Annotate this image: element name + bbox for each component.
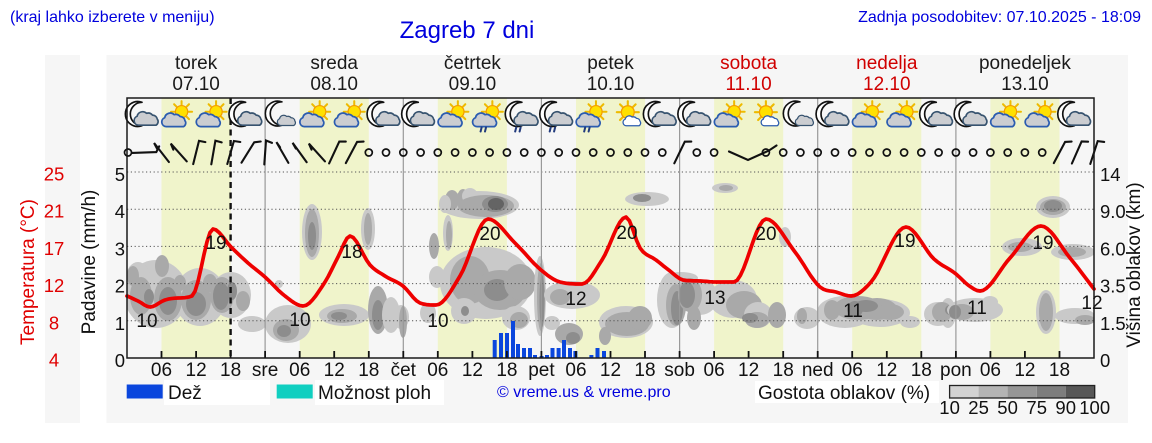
svg-text:četrtek: četrtek <box>444 53 502 74</box>
svg-text:1.5: 1.5 <box>1100 313 1126 334</box>
svg-text:18: 18 <box>496 360 517 381</box>
svg-text:pon: pon <box>940 360 972 381</box>
svg-text:0: 0 <box>1100 350 1110 371</box>
svg-text:17: 17 <box>44 238 65 259</box>
svg-text:3.5: 3.5 <box>1100 276 1126 297</box>
svg-text:torek: torek <box>175 53 218 74</box>
svg-text:06: 06 <box>842 360 863 381</box>
svg-text:11: 11 <box>967 298 987 319</box>
svg-text:20: 20 <box>479 224 500 245</box>
svg-text:ned: ned <box>802 360 834 381</box>
svg-text:19: 19 <box>205 233 226 254</box>
svg-text:90: 90 <box>1055 397 1076 418</box>
svg-text:sob: sob <box>664 360 695 381</box>
svg-text:06: 06 <box>704 360 725 381</box>
svg-text:1: 1 <box>115 313 125 334</box>
svg-text:06: 06 <box>980 360 1001 381</box>
svg-text:10.10: 10.10 <box>587 74 635 95</box>
svg-text:čet: čet <box>391 360 417 381</box>
svg-text:06: 06 <box>289 360 310 381</box>
svg-text:pet: pet <box>528 360 555 381</box>
svg-text:sreda: sreda <box>310 53 358 74</box>
svg-text:12: 12 <box>1014 360 1035 381</box>
svg-text:3: 3 <box>115 238 125 259</box>
svg-text:50: 50 <box>997 397 1018 418</box>
svg-text:10: 10 <box>136 311 157 332</box>
svg-text:100: 100 <box>1079 397 1110 418</box>
svg-text:06: 06 <box>565 360 586 381</box>
svg-text:08.10: 08.10 <box>310 74 358 95</box>
svg-text:18: 18 <box>911 360 932 381</box>
svg-text:21: 21 <box>44 201 65 222</box>
svg-text:sre: sre <box>252 360 278 381</box>
svg-text:Višina oblakov (km): Višina oblakov (km) <box>1124 182 1145 347</box>
svg-text:11: 11 <box>843 301 863 322</box>
svg-text:10: 10 <box>289 310 310 331</box>
svg-text:Padavine (mm/h): Padavine (mm/h) <box>79 190 100 335</box>
svg-text:18: 18 <box>1049 360 1070 381</box>
svg-text:20: 20 <box>616 223 637 244</box>
svg-text:13: 13 <box>704 288 725 309</box>
svg-text:Temperatura (°C): Temperatura (°C) <box>18 199 39 345</box>
svg-text:© vreme.us & vreme.pro: © vreme.us & vreme.pro <box>497 384 671 401</box>
svg-text:11.10: 11.10 <box>726 74 772 95</box>
svg-text:18: 18 <box>634 360 655 381</box>
svg-text:75: 75 <box>1026 397 1047 418</box>
svg-text:13.10: 13.10 <box>1001 74 1049 95</box>
svg-text:ponedeljek: ponedeljek <box>979 53 1071 74</box>
svg-text:4: 4 <box>115 201 125 222</box>
svg-text:4: 4 <box>49 350 59 371</box>
svg-text:18: 18 <box>358 360 379 381</box>
svg-text:10: 10 <box>427 311 448 332</box>
svg-text:12: 12 <box>600 360 621 381</box>
svg-text:18: 18 <box>341 242 362 263</box>
svg-text:12: 12 <box>738 360 759 381</box>
svg-text:06: 06 <box>427 360 448 381</box>
svg-text:12.10: 12.10 <box>863 74 911 95</box>
svg-text:18: 18 <box>773 360 794 381</box>
svg-text:20: 20 <box>755 224 776 245</box>
svg-text:10: 10 <box>939 397 960 418</box>
svg-text:8: 8 <box>49 312 59 333</box>
svg-text:Zagreb 7 dni: Zagreb 7 dni <box>400 17 535 44</box>
svg-text:19: 19 <box>1032 233 1053 254</box>
svg-text:2: 2 <box>115 276 125 297</box>
svg-text:9.0: 9.0 <box>1100 201 1126 222</box>
svg-text:12: 12 <box>186 360 207 381</box>
svg-text:Dež: Dež <box>168 383 202 404</box>
svg-text:09.10: 09.10 <box>449 74 497 95</box>
svg-text:18: 18 <box>220 360 241 381</box>
svg-text:19: 19 <box>894 231 915 252</box>
svg-text:12: 12 <box>324 360 345 381</box>
svg-text:12: 12 <box>462 360 483 381</box>
svg-text:0: 0 <box>115 350 125 371</box>
svg-text:nedelja: nedelja <box>856 53 918 74</box>
svg-text:Možnost ploh: Možnost ploh <box>318 383 431 404</box>
svg-text:Gostota oblakov (%): Gostota oblakov (%) <box>758 383 930 404</box>
svg-text:25: 25 <box>968 397 989 418</box>
svg-text:sobota: sobota <box>720 53 777 74</box>
svg-text:07.10: 07.10 <box>172 74 220 95</box>
svg-text:petek: petek <box>587 53 634 74</box>
svg-text:Zadnja posodobitev: 07.10.2025: Zadnja posodobitev: 07.10.2025 - 18:09 <box>858 9 1141 26</box>
svg-text:14: 14 <box>1100 164 1121 185</box>
svg-text:5: 5 <box>115 164 125 185</box>
svg-text:12: 12 <box>44 275 65 296</box>
svg-text:12: 12 <box>565 289 586 310</box>
svg-text:(kraj lahko izberete v meniju): (kraj lahko izberete v meniju) <box>10 9 215 26</box>
svg-text:6.0: 6.0 <box>1100 238 1126 259</box>
svg-text:06: 06 <box>151 360 172 381</box>
svg-text:25: 25 <box>44 164 65 185</box>
svg-text:12: 12 <box>876 360 897 381</box>
svg-text:12: 12 <box>1081 293 1102 314</box>
